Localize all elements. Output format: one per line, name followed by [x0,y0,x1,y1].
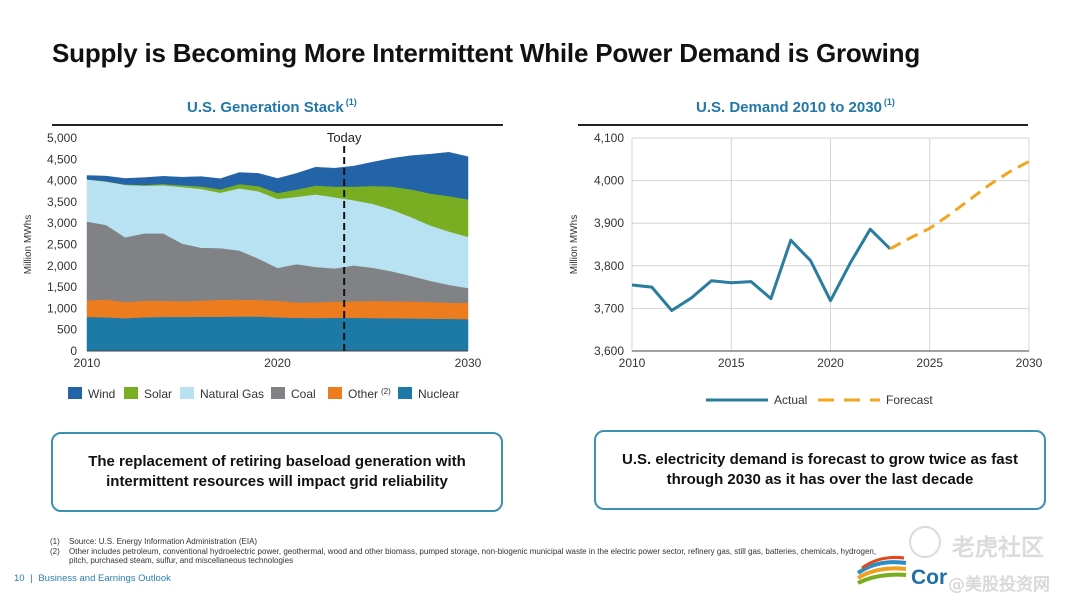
y-tick-label: 2,500 [47,238,77,252]
legend-swatch-wind [68,387,82,399]
demand-chart-rule [578,124,1028,126]
legend-label-forecast: Forecast [886,393,933,407]
y-tick-label: 3,900 [594,216,624,230]
legend-swatch-other [328,387,342,399]
demand-callout: U.S. electricity demand is forecast to g… [594,430,1046,510]
y-tick-label: 2,000 [47,259,77,273]
legend-label-solar: Solar [144,387,172,401]
watermark-icon [909,526,941,558]
y-tick-label: 3,600 [594,344,624,358]
page-number: 10 [14,573,25,584]
area-wind [86,152,469,200]
x-tick-label: 2020 [817,356,844,370]
reliability-callout-text: The replacement of retiring baseload gen… [88,453,466,490]
footnote-1: (1) Source: U.S. Energy Information Admi… [50,537,880,547]
footnote-text: Source: U.S. Energy Information Administ… [69,537,258,546]
x-tick-label: 2030 [455,356,482,370]
footnote-number: (2) [50,546,60,556]
legend-label-actual: Actual [774,393,807,407]
y-tick-label: 3,500 [47,195,77,209]
demand-chart-title: U.S. Demand 2010 to 2030 (1) [696,97,895,116]
generation-stack-title: U.S. Generation Stack (1) [187,97,357,116]
legend-swatch-natural-gas [180,387,194,399]
y-tick-label: 5,000 [47,131,77,145]
today-label: Today [327,130,362,145]
x-tick-label: 2030 [1016,356,1043,370]
legend-swatch-coal [271,387,285,399]
x-tick-label: 2020 [264,356,291,370]
series-line-forecast [889,160,1030,251]
y-tick-label: 1,500 [47,280,77,294]
legend-label-other: Other (2) [348,387,391,401]
demand-line-chart: 3,600 3,700 3,800 3,900 4,000 4,100 2010 2015 20… [569,131,1043,407]
demand-callout-text: U.S. electricity demand is forecast to g… [622,451,1018,488]
y-tick-label: 4,500 [47,152,77,166]
generation-stack-title-text: U.S. Generation Stack [187,99,344,116]
y-tick-label: 3,000 [47,216,77,230]
x-tick-label: 2015 [718,356,745,370]
footnote-2: (2) Other includes petroleum, convention… [50,547,880,566]
x-tick-label: 2010 [74,356,101,370]
area-nuclear [86,316,469,352]
footnotes: (1) Source: U.S. Energy Information Admi… [50,537,880,566]
legend-label-nuclear: Nuclear [418,387,459,401]
footer-section: Business and Earnings Outlook [38,573,171,584]
y-tick-label: 0 [70,344,77,358]
reliability-callout: The replacement of retiring baseload gen… [51,432,503,512]
footnote-text: Other includes petroleum, conventional h… [69,546,877,566]
y-tick-label: 4,000 [47,174,77,188]
footnote-number: (1) [50,537,60,546]
legend-swatch-nuclear [398,387,412,399]
y-tick-label: 500 [57,323,77,337]
generation-stack-title-note: (1) [345,97,357,107]
page-title: Supply is Becoming More Intermittent Whi… [52,38,921,68]
watermark-top: 老虎社区 [952,535,1044,561]
x-tick-label: 2010 [619,356,646,370]
legend-label-natural-gas: Natural Gas [200,387,264,401]
y-tick-label: 1,000 [47,301,77,315]
legend-label-wind: Wind [88,387,115,401]
legend-swatch-solar [124,387,138,399]
y-tick-label: 3,800 [594,259,624,273]
demand-chart-title-text: U.S. Demand 2010 to 2030 [696,99,882,116]
y-tick-label: 3,700 [594,301,624,315]
generation-stack-chart: 0 500 1,000 1,500 2,000 2,500 3,000 3,500 4,000 4… [23,130,482,401]
footer-separator: | [30,573,33,584]
y-axis-label: Million MWhs [569,215,580,274]
demand-chart-title-note: (1) [883,97,895,107]
area-other [86,299,469,320]
series-line-actual [631,227,892,312]
legend-label-coal: Coal [291,387,316,401]
legend-other-note: (2) [381,387,391,396]
y-tick-label: 4,000 [594,174,624,188]
page-footer: 10 | Business and Earnings Outlook [14,573,171,584]
x-tick-label: 2025 [916,356,943,370]
stripes-logo-icon [856,556,907,585]
brand-name: Cor [911,566,948,589]
y-tick-label: 4,100 [594,131,624,145]
watermark-bottom: @美股投资网 [948,575,1050,595]
y-axis-label: Million MWhs [23,215,34,274]
generation-stack-rule [52,124,503,126]
